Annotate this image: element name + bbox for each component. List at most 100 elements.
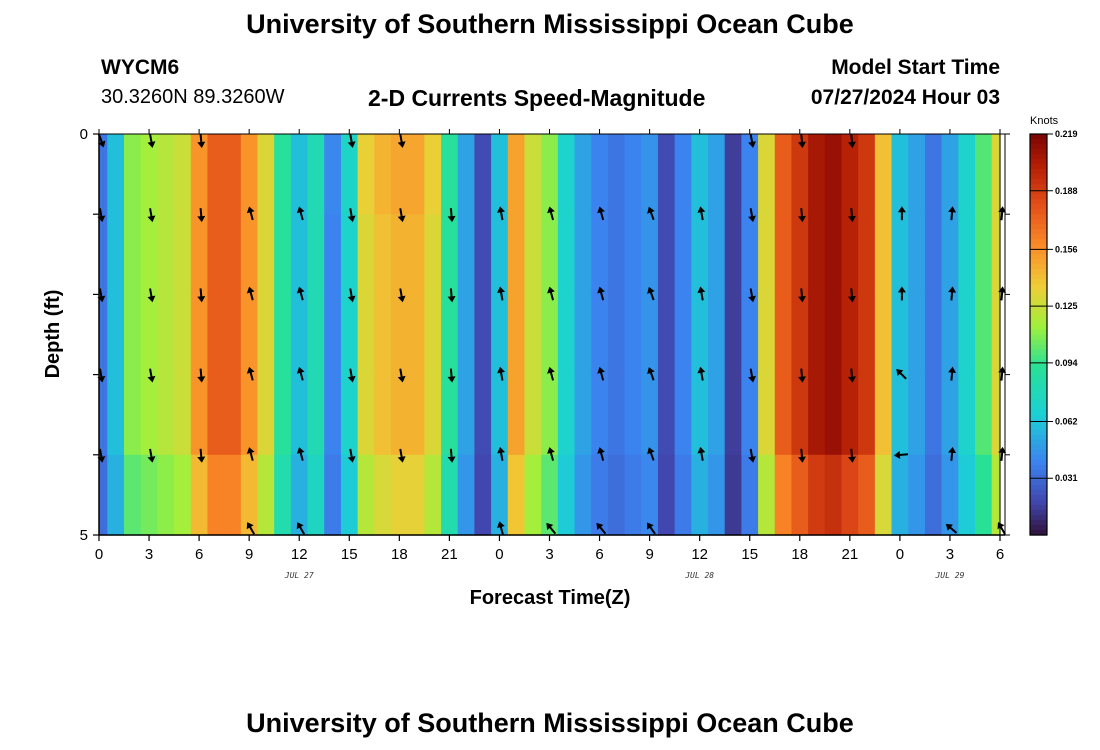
heatmap-cell — [841, 294, 859, 376]
heatmap-cell — [641, 294, 659, 376]
heatmap-cell — [624, 214, 642, 295]
colorbar-swatch — [1030, 229, 1047, 235]
heatmap-cell — [99, 294, 108, 376]
currents-heatmap-chart: 0 3 6 9 12 15 18 21 0 3 6 9 12 15 18 21 0 3 6 JUL 27 JUL 28 J… — [42, 115, 1078, 609]
heatmap-cell — [891, 214, 909, 295]
heatmap-cell — [207, 454, 225, 536]
heatmap-cell — [791, 294, 809, 376]
heatmap-cell — [374, 134, 392, 215]
current-arrow — [897, 206, 906, 221]
heatmap-cell — [824, 214, 843, 295]
colorbar-swatch — [1030, 414, 1047, 421]
heatmap-cell — [290, 134, 309, 215]
heatmap-cell — [958, 454, 976, 536]
heatmap-cell — [174, 374, 192, 456]
heatmap-cell — [758, 134, 776, 215]
heatmap-cell — [124, 294, 142, 376]
heatmap-cell — [407, 214, 425, 295]
x-tick-label: 6 — [595, 546, 603, 563]
current-arrow — [748, 368, 756, 383]
current-arrows — [97, 133, 1007, 536]
current-arrow — [797, 208, 806, 223]
current-arrow — [697, 366, 706, 381]
footer-title: University of Southern Mississippi Ocean… — [246, 708, 854, 738]
current-arrow — [347, 288, 356, 303]
colorbar-swatch — [1030, 144, 1047, 150]
heatmap-cell — [758, 294, 776, 376]
colorbar-tick-label: 0.094 — [1055, 358, 1078, 368]
x-tick-label: 0 — [95, 546, 103, 563]
current-arrow — [647, 522, 656, 535]
heatmap-cell — [507, 454, 526, 536]
y-tick-label: 5 — [80, 527, 88, 544]
heatmap-cell — [841, 454, 859, 536]
colorbar-swatch — [1030, 394, 1047, 401]
current-arrow — [847, 288, 856, 303]
heatmap-cell — [908, 134, 926, 215]
heatmap-cell — [641, 134, 659, 215]
y-axis-title: Depth (ft) — [42, 290, 64, 379]
heatmap-cell — [908, 294, 926, 376]
heatmap-cell — [808, 214, 826, 295]
heatmap-cell — [824, 374, 843, 456]
heatmap-cell — [657, 374, 676, 456]
colorbar-swatch — [1030, 159, 1047, 165]
heatmap-cell — [441, 454, 459, 536]
colorbar-swatch — [1030, 369, 1047, 376]
colorbar-swatch — [1030, 294, 1047, 301]
colorbar-swatch — [1030, 264, 1047, 270]
heatmap-cell — [140, 214, 158, 295]
heatmap-cell — [190, 294, 209, 376]
x-tick-label: 18 — [791, 546, 808, 563]
current-arrow — [597, 206, 605, 221]
heatmap-cell — [240, 294, 259, 376]
colorbar-tick-label: 0.031 — [1055, 473, 1078, 483]
heatmap-cell — [507, 374, 526, 456]
heatmap-cell — [557, 214, 576, 295]
heatmap-cell — [991, 374, 1001, 456]
colorbar-swatch — [1030, 149, 1047, 155]
colorbar-swatch — [1030, 209, 1047, 215]
heatmap-cell — [224, 374, 242, 456]
heatmap-cell — [774, 214, 793, 295]
heatmap-cell — [224, 214, 242, 295]
x-tick-label: 12 — [691, 546, 708, 563]
colorbar-swatch — [1030, 289, 1047, 295]
colorbar-swatch — [1030, 404, 1047, 411]
current-arrow — [347, 133, 356, 148]
heatmap-cell — [974, 374, 993, 456]
heatmap-cell — [524, 214, 542, 295]
colorbar-swatch — [1030, 339, 1047, 346]
colorbar-swatch — [1030, 354, 1047, 361]
heatmap-cell — [924, 214, 943, 295]
current-arrow — [748, 133, 756, 148]
heatmap-cell — [624, 454, 642, 536]
current-arrow — [296, 366, 305, 381]
colorbar-swatch — [1030, 169, 1047, 175]
colorbar-swatch — [1030, 274, 1047, 280]
current-arrow — [397, 368, 406, 383]
heatmap-cell — [974, 134, 993, 215]
colorbar-swatch — [1030, 259, 1047, 265]
heatmap-cell — [724, 454, 742, 536]
heatmap-cell — [941, 374, 959, 456]
colorbar-swatch — [1030, 359, 1047, 366]
current-arrow — [748, 208, 756, 223]
current-arrow — [697, 286, 706, 301]
heatmap-cell — [774, 294, 793, 376]
heatmap-cell — [657, 294, 676, 376]
heatmap-cell — [157, 374, 175, 456]
heatmap-cell — [574, 454, 592, 536]
heatmap-cell — [557, 134, 576, 215]
current-arrow — [697, 206, 706, 221]
heatmap-cell — [491, 454, 509, 536]
colorbar-swatch — [1030, 164, 1047, 170]
station-id: WYCM6 — [101, 56, 180, 79]
heatmap-cell — [424, 294, 442, 376]
colorbar-swatch — [1030, 224, 1047, 230]
heatmap-cell — [424, 454, 442, 536]
heatmap-cell — [307, 454, 325, 536]
heatmap-cell — [591, 454, 609, 536]
heatmap-cell — [574, 294, 592, 376]
heatmap-cell — [357, 454, 375, 536]
